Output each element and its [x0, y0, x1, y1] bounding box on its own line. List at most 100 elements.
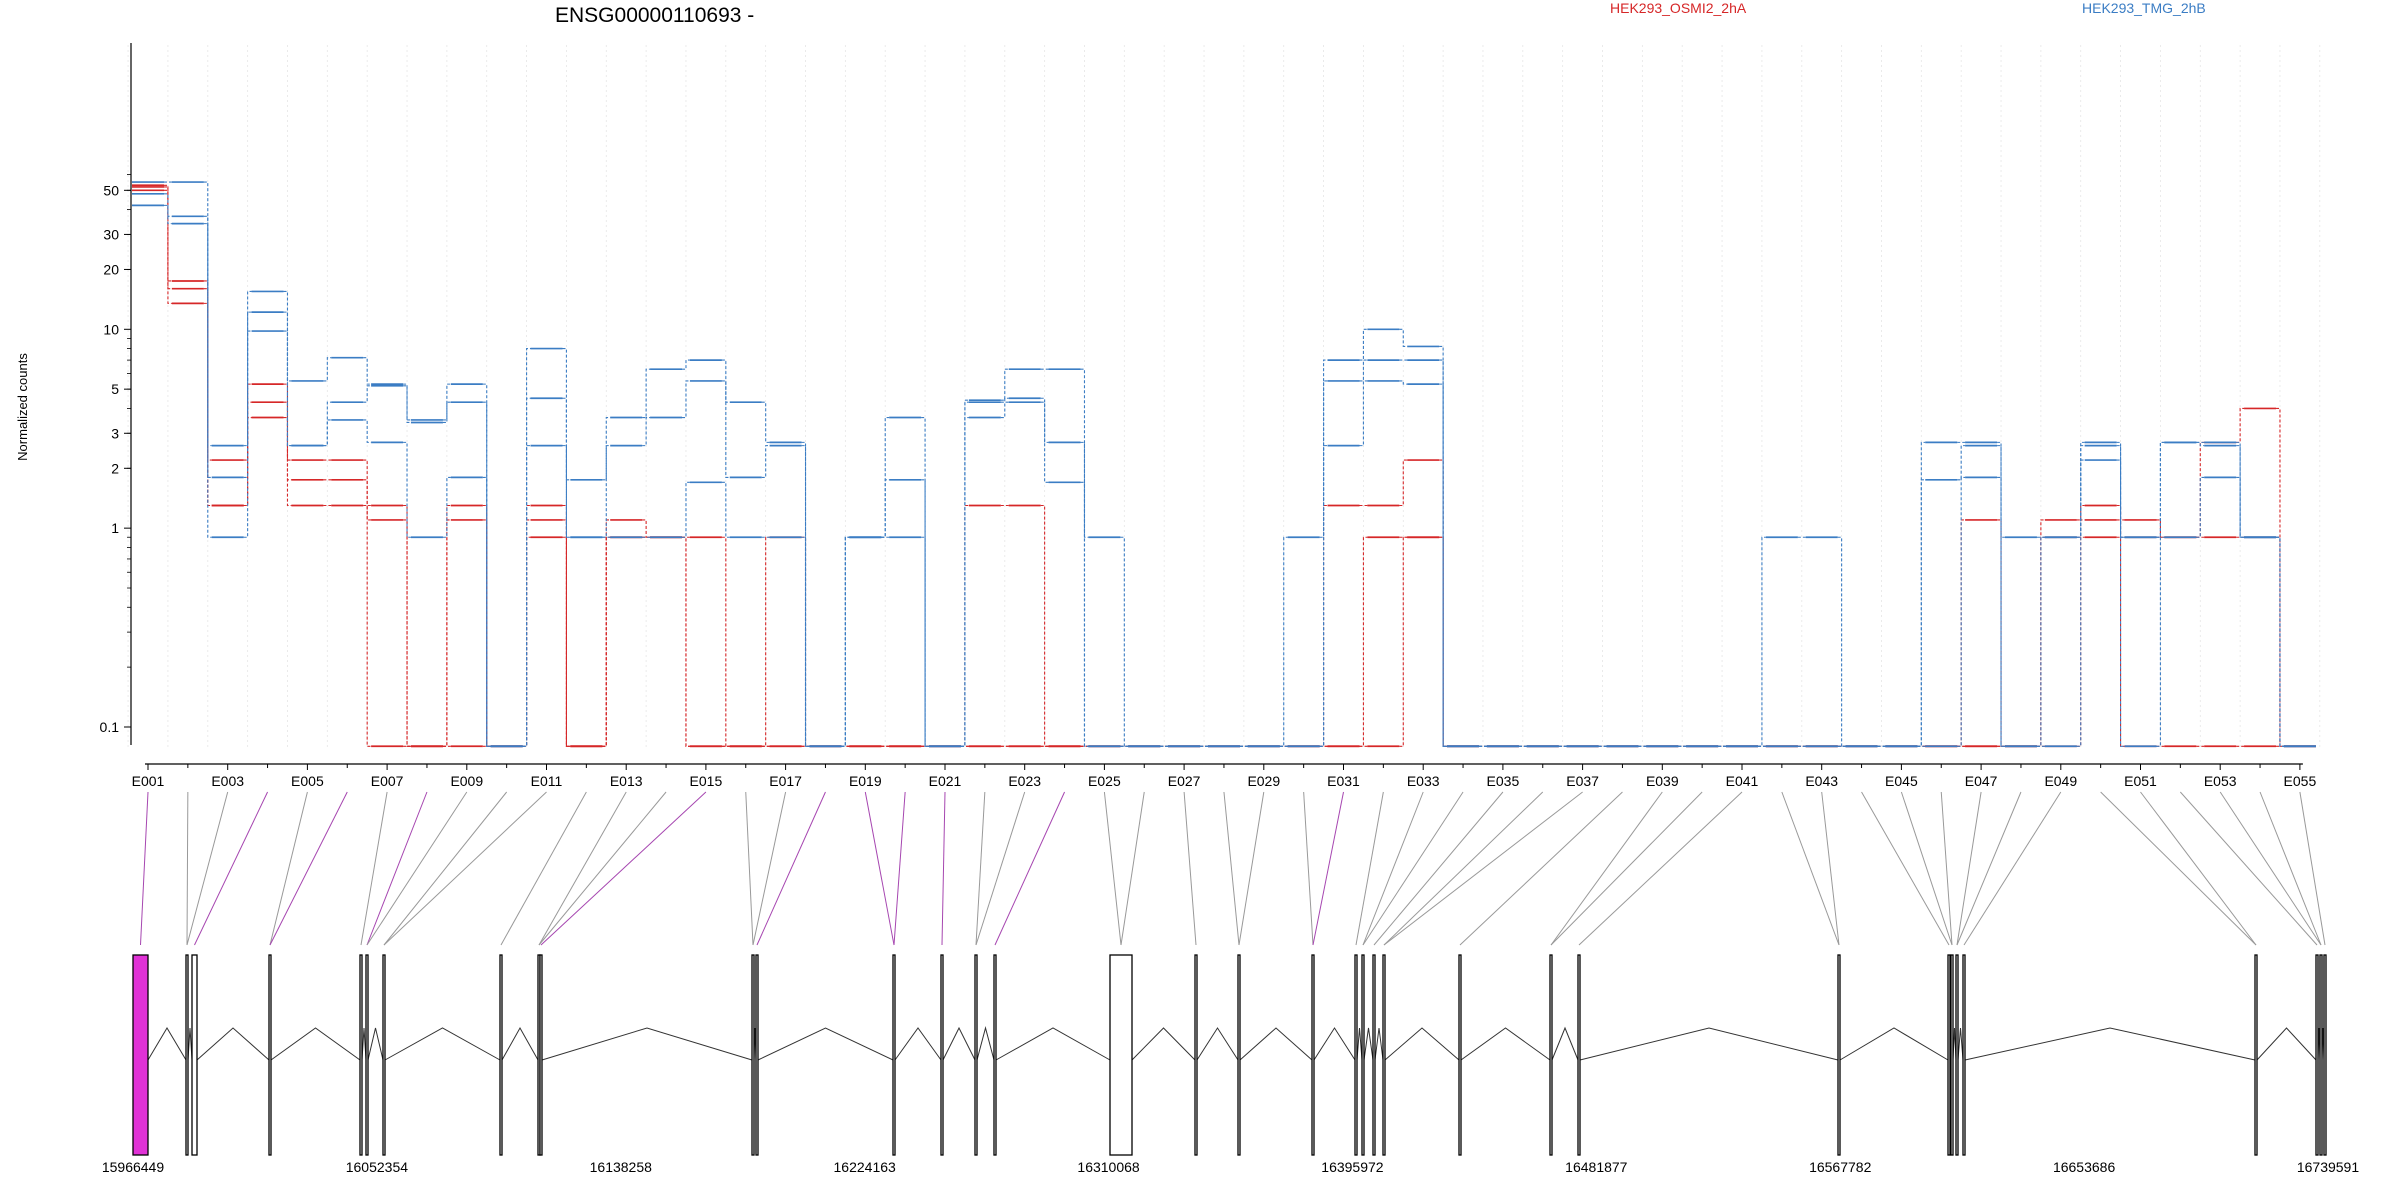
exon-connector-line [1359, 328, 1368, 361]
intron-line [1460, 1027, 1551, 1061]
exon-box [1237, 954, 1241, 1156]
exon-box [1549, 954, 1553, 1156]
exon-connector [269, 791, 308, 946]
exon-connector-line [562, 536, 571, 747]
y-tick-label: 20 [103, 261, 119, 277]
exon-connector [366, 791, 468, 946]
exon-connector-line [1399, 459, 1408, 507]
exon-box [365, 954, 369, 1156]
exon-box [539, 954, 543, 1156]
exon-box [191, 954, 198, 1156]
intron-line [196, 1027, 270, 1061]
exon-connector-line [881, 479, 890, 538]
exon-connector [1238, 791, 1265, 946]
exon-connector-line [1399, 328, 1408, 347]
exon-connector [1900, 791, 1953, 946]
exon-box [382, 954, 386, 1156]
intron-line [501, 1026, 539, 1061]
y-tick-label: 30 [103, 226, 119, 242]
y-tick-label: 10 [103, 321, 119, 337]
x-tick-label: E031 [1327, 773, 1360, 789]
exon-connector-line [323, 357, 332, 382]
x-tick-label: E053 [2204, 773, 2237, 789]
exon-connector [1956, 791, 2022, 946]
exon-box [1361, 954, 1365, 1156]
exon-connector [1183, 791, 1197, 946]
exon-connector [1861, 791, 1950, 946]
exon-connector-line [2076, 459, 2085, 747]
exon-connector-line [363, 385, 372, 403]
x-tick-label: E001 [132, 773, 165, 789]
exon-box [940, 954, 944, 1156]
exon-connector-line [1957, 445, 1966, 481]
exon-connector-line [2116, 445, 2125, 538]
genomic-coordinate-label: 15966449 [102, 1159, 165, 1175]
exon-connector-line [2076, 445, 2085, 538]
genomic-coordinate-label: 16567782 [1809, 1159, 1872, 1175]
exon-connector-line [801, 536, 810, 747]
exon-connector [864, 791, 895, 946]
exon-box [974, 954, 978, 1156]
y-tick-label: 50 [103, 182, 119, 198]
exon-box [2315, 954, 2319, 1156]
exon-connector [383, 791, 508, 946]
x-tick-label: E005 [291, 773, 324, 789]
exon-box [268, 954, 272, 1156]
exon-connector [1821, 791, 1840, 946]
exon-connector [1940, 791, 1953, 946]
exon-connector-line [403, 519, 411, 747]
exon-connector [2219, 791, 2322, 946]
x-tick-label: E033 [1407, 773, 1440, 789]
exon-connector [2100, 791, 2257, 946]
exon-connector [1550, 791, 1663, 946]
exon-connector-line [442, 401, 451, 424]
x-tick-label: E041 [1726, 773, 1759, 789]
intron-line [1579, 1027, 1839, 1061]
exon-connector [1103, 791, 1122, 946]
genomic-coordinate-label: 16138258 [590, 1159, 653, 1175]
exon-box [1577, 954, 1581, 1156]
exon-connector-line [164, 189, 172, 304]
exon-connector-line [403, 385, 411, 424]
exon-connector [941, 791, 946, 946]
exon-connector-line [721, 481, 730, 538]
exon-box [132, 954, 149, 1156]
exon-connector [1362, 791, 1424, 946]
exon-connector-line [682, 359, 690, 370]
exon-connector [893, 791, 906, 946]
intron-line [1131, 1027, 1196, 1061]
exon-connector [1578, 791, 1743, 946]
series-4 [132, 181, 2316, 748]
exon-connector-line [482, 476, 491, 747]
genomic-coordinate-label: 16224163 [834, 1159, 897, 1175]
exon-connector [2140, 791, 2257, 946]
exon-box [1950, 954, 1954, 1156]
exon-connector [1550, 791, 1703, 946]
intron-line [1374, 1027, 1384, 1061]
exon-connector-line [562, 397, 571, 538]
exon-connector-line [2236, 407, 2245, 443]
exon-connector-line [283, 330, 292, 447]
exon-box [1194, 954, 1198, 1156]
intron-line [942, 1026, 976, 1061]
exon-connector [538, 791, 627, 946]
exon-connector-line [1000, 368, 1009, 401]
exon-connector-line [1439, 383, 1448, 747]
exon-box [2323, 954, 2327, 1156]
exon-connector [975, 791, 1026, 946]
exon-connector-line [2116, 536, 2125, 747]
intron-line [757, 1027, 894, 1061]
exon-connector [1120, 791, 1145, 946]
exon-connector-line [164, 186, 172, 290]
intron-line [1356, 1027, 1363, 1061]
exon-connector-line [203, 280, 212, 461]
exon-connector [1303, 791, 1314, 946]
exon-connector-line [921, 536, 929, 747]
exon-connector-line [721, 359, 730, 403]
exon-connector-line [203, 215, 212, 478]
x-tick-label: E019 [849, 773, 882, 789]
exon-connector [194, 791, 269, 946]
exon-connector-line [682, 481, 690, 538]
intron-line [1957, 1027, 1964, 1061]
